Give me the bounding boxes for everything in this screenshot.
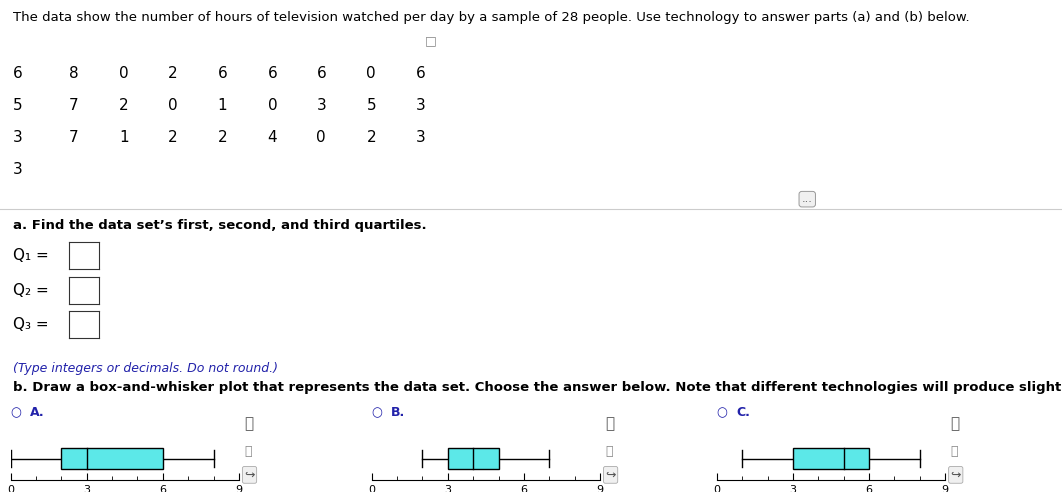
Text: Q₃ =: Q₃ = bbox=[13, 317, 49, 332]
Text: 3: 3 bbox=[316, 98, 326, 113]
Text: 2: 2 bbox=[168, 130, 177, 145]
Text: 0: 0 bbox=[316, 130, 326, 145]
Text: 3: 3 bbox=[416, 130, 426, 145]
Text: 6: 6 bbox=[13, 66, 22, 81]
Text: 2: 2 bbox=[119, 98, 129, 113]
Text: 1: 1 bbox=[119, 130, 129, 145]
Text: 6: 6 bbox=[416, 66, 426, 81]
Text: 6: 6 bbox=[268, 66, 277, 81]
Text: B.: B. bbox=[391, 406, 405, 419]
Text: 4: 4 bbox=[268, 130, 277, 145]
Text: Q₂ =: Q₂ = bbox=[13, 283, 49, 298]
Text: The data show the number of hours of television watched per day by a sample of 2: The data show the number of hours of tel… bbox=[13, 11, 970, 24]
Text: b. Draw a box-and-whisker plot that represents the data set. Choose the answer b: b. Draw a box-and-whisker plot that repr… bbox=[13, 381, 1062, 394]
Text: 0: 0 bbox=[168, 98, 177, 113]
Text: 3: 3 bbox=[416, 98, 426, 113]
Text: ...: ... bbox=[802, 194, 812, 204]
Text: 2: 2 bbox=[366, 130, 376, 145]
Text: 0: 0 bbox=[366, 66, 376, 81]
Text: 2: 2 bbox=[218, 130, 227, 145]
Text: 7: 7 bbox=[69, 98, 79, 113]
Text: □: □ bbox=[425, 34, 436, 47]
Text: ↪: ↪ bbox=[950, 468, 961, 481]
Text: 0: 0 bbox=[268, 98, 277, 113]
Text: ↪: ↪ bbox=[605, 468, 616, 481]
Text: 5: 5 bbox=[13, 98, 22, 113]
Bar bbox=[448, 448, 498, 469]
Text: 5: 5 bbox=[366, 98, 376, 113]
Text: 0: 0 bbox=[119, 66, 129, 81]
Text: 🔍: 🔍 bbox=[244, 416, 254, 430]
Text: A.: A. bbox=[30, 406, 45, 419]
Bar bbox=[62, 448, 162, 469]
Text: ○: ○ bbox=[11, 406, 25, 419]
Text: 🔍: 🔍 bbox=[950, 416, 960, 430]
Text: 🔍: 🔍 bbox=[950, 445, 958, 458]
Text: 2: 2 bbox=[168, 66, 177, 81]
Bar bbox=[793, 448, 869, 469]
Text: 8: 8 bbox=[69, 66, 79, 81]
Text: ○: ○ bbox=[372, 406, 387, 419]
Text: 1: 1 bbox=[218, 98, 227, 113]
Text: 🔍: 🔍 bbox=[605, 416, 615, 430]
Text: 🔍: 🔍 bbox=[244, 445, 252, 458]
Text: 3: 3 bbox=[13, 130, 22, 145]
Text: 6: 6 bbox=[316, 66, 326, 81]
Text: 🔍: 🔍 bbox=[605, 445, 613, 458]
Text: 6: 6 bbox=[218, 66, 227, 81]
Text: C.: C. bbox=[736, 406, 750, 419]
Text: 7: 7 bbox=[69, 130, 79, 145]
Text: (Type integers or decimals. Do not round.): (Type integers or decimals. Do not round… bbox=[13, 362, 278, 374]
Text: a. Find the data set’s first, second, and third quartiles.: a. Find the data set’s first, second, an… bbox=[13, 219, 426, 232]
Text: Q₁ =: Q₁ = bbox=[13, 248, 49, 263]
Text: ↪: ↪ bbox=[244, 468, 255, 481]
Text: 3: 3 bbox=[13, 162, 22, 177]
Text: ○: ○ bbox=[717, 406, 732, 419]
